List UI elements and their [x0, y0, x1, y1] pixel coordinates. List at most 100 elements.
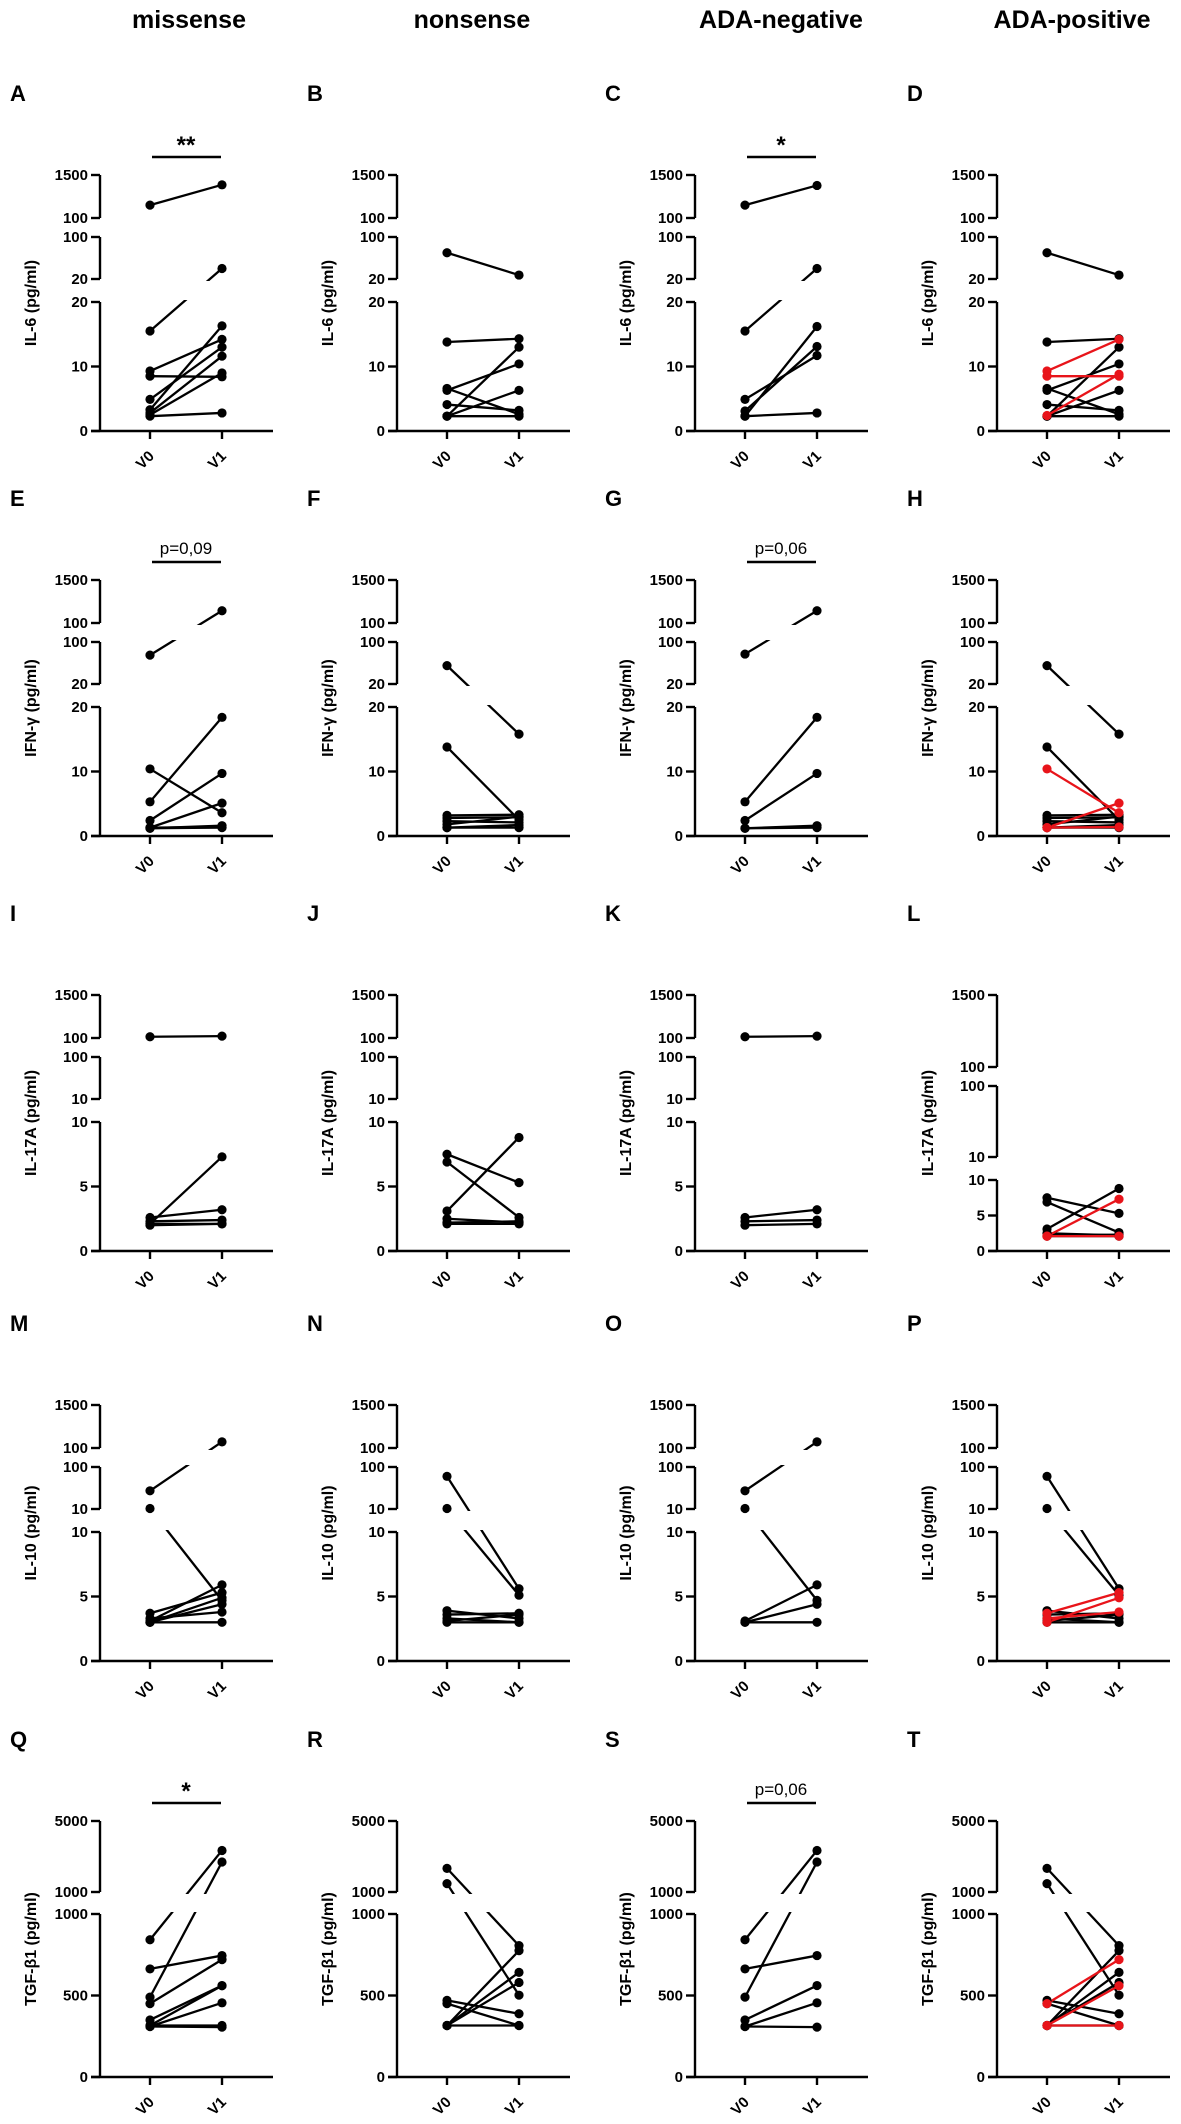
subject-line [149, 1610, 223, 1620]
point-v0 [145, 650, 155, 660]
data-points [1042, 248, 1124, 421]
significance-label: p=0,09 [160, 539, 212, 558]
x-tick-label: V1 [1102, 1678, 1127, 1703]
data-points [442, 1132, 524, 1229]
y-tick-label: 100 [63, 634, 88, 651]
y-axis-label: IFN-γ (pg/ml) [320, 659, 337, 757]
axis-break-gap [1000, 1159, 1173, 1178]
x-tick-label: V1 [800, 1678, 825, 1703]
point-v0 [1042, 2020, 1052, 2031]
point-v0 [740, 1486, 750, 1496]
point-v1 [217, 1981, 227, 1991]
point-v1 [514, 1967, 524, 1977]
subject-line [1046, 1958, 1120, 2005]
x-tick-label: V0 [133, 1678, 158, 1703]
y-axis-label: IL-10 (pg/ml) [920, 1485, 937, 1580]
point-v1 [812, 341, 822, 352]
subject-line [446, 1613, 520, 1623]
panel-letter: N [307, 1311, 323, 1336]
data-points [740, 1031, 822, 1230]
point-v0 [442, 1503, 452, 1514]
point-v0 [442, 1206, 452, 1216]
axis-break-gap [103, 281, 276, 300]
subject-line [744, 1984, 818, 2021]
axis-break-gap [400, 1894, 573, 1912]
y-tick-label: 100 [360, 1030, 385, 1047]
point-v0 [1042, 1613, 1052, 1624]
point-v0 [442, 1157, 452, 1167]
paired-lines [1046, 251, 1120, 418]
subject-line [149, 411, 223, 418]
paired-lines [744, 609, 818, 830]
point-v0 [740, 2015, 750, 2025]
point-v1 [514, 1590, 524, 1600]
subject-line [1046, 767, 1120, 814]
point-v1 [217, 1580, 227, 1590]
point-v1 [514, 1990, 524, 2000]
column-header-nonsense: nonsense [414, 6, 531, 34]
data-points [740, 1845, 822, 2032]
panel-letter: A [10, 81, 26, 106]
y-tick-label: 1500 [352, 987, 385, 1004]
y-tick-label: 100 [63, 1459, 88, 1476]
point-v1 [1114, 1231, 1124, 1241]
y-tick-label: 10 [368, 1114, 385, 1131]
panel-F: F IFN-γ (pg/ml) 0 10 20 20 100 100 1500 V0 V1 [307, 486, 573, 878]
y-tick-label: 5 [977, 1589, 985, 1606]
point-v1 [812, 180, 822, 191]
subject-line [149, 772, 223, 822]
subject-line [446, 1475, 520, 1590]
point-v0 [442, 1863, 452, 1873]
point-v0 [1042, 1999, 1052, 2009]
point-v1 [514, 812, 524, 822]
subject-line [1046, 746, 1120, 821]
subject-line [1046, 251, 1120, 277]
point-v1 [812, 1599, 822, 1609]
point-v0 [1042, 399, 1052, 410]
point-v0 [442, 1471, 452, 1481]
point-v0 [1042, 764, 1052, 774]
point-v0 [145, 1219, 155, 1229]
x-tick-label: V0 [728, 2094, 753, 2119]
subject-line [446, 820, 520, 824]
x-tick-label: V1 [502, 448, 527, 473]
point-v1 [217, 798, 227, 808]
subject-line [446, 1971, 520, 2027]
point-v0 [740, 200, 750, 210]
y-tick-label: 100 [960, 1459, 985, 1476]
point-v1 [217, 1955, 227, 1965]
data-points [1042, 1183, 1124, 1241]
subject-line [446, 815, 520, 826]
column-header-ada-positive: ADA-positive [994, 6, 1151, 34]
y-tick-label: 100 [63, 229, 88, 246]
paired-lines [446, 1136, 520, 1226]
y-axis-label: TGF-β1 (pg/ml) [320, 1892, 337, 2006]
point-v0 [145, 411, 155, 421]
y-tick-label: 20 [666, 699, 683, 716]
x-tick-label: V1 [800, 853, 825, 878]
panel-letter: C [605, 81, 621, 106]
y-tick-label: 5 [377, 1589, 385, 1606]
point-v1 [1114, 385, 1124, 395]
panel-J: J IL-17A (pg/ml) 0 5 10 10 100 100 1500 V0 V1 [307, 901, 573, 1293]
y-tick-label: 1500 [55, 572, 88, 589]
axis-break-gap [103, 625, 276, 640]
point-v1 [217, 1845, 227, 1856]
axis-break-gap [698, 1450, 871, 1465]
paired-lines [149, 1440, 223, 1624]
point-v0 [145, 1964, 155, 1974]
point-v1 [1114, 359, 1124, 369]
y-tick-label: 20 [666, 676, 683, 693]
subject-line [446, 251, 520, 277]
data-points [1042, 661, 1124, 833]
point-v1 [812, 1845, 822, 1856]
axis-break-gap [103, 1894, 276, 1912]
point-v1 [812, 2022, 822, 2032]
point-v1 [1114, 822, 1124, 832]
point-v1 [514, 1584, 524, 1594]
paired-lines [446, 251, 520, 418]
axis-break-gap [1000, 1450, 1173, 1465]
x-tick-label: V0 [728, 448, 753, 473]
x-tick-label: V1 [502, 2094, 527, 2119]
x-tick-label: V0 [1030, 853, 1055, 878]
